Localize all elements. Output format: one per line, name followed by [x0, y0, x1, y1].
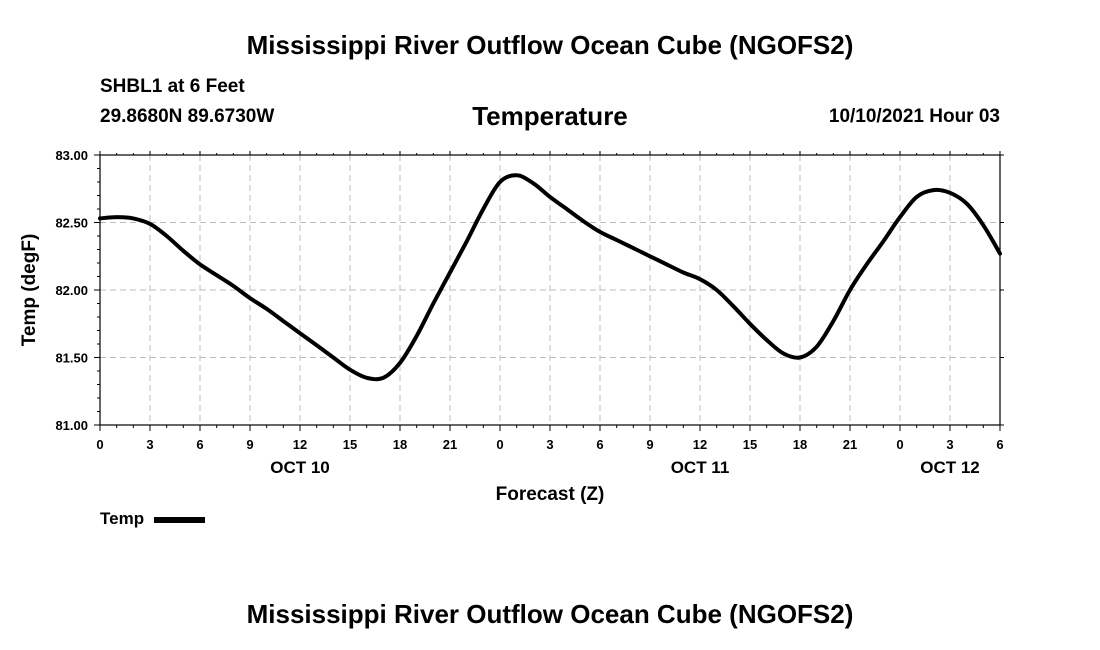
x-tick-label: 0 — [496, 437, 503, 452]
station-coordinates: 29.8680N 89.6730W — [100, 106, 275, 127]
x-tick-label: 6 — [196, 437, 203, 452]
x-tick-label: 18 — [793, 437, 807, 452]
x-tick-label: 3 — [946, 437, 953, 452]
x-tick-label: 0 — [96, 437, 103, 452]
forecast-datetime: 10/10/2021 Hour 03 — [828, 106, 1000, 127]
y-axis-title: Temp (degF) — [19, 234, 40, 347]
legend-line-swatch — [154, 517, 206, 523]
x-tick-label: 6 — [596, 437, 603, 452]
x-tick-label: 9 — [246, 437, 253, 452]
x-tick-label: 12 — [293, 437, 307, 452]
y-tick-label: 81.00 — [55, 418, 88, 433]
y-tick-label: 82.00 — [55, 283, 88, 298]
axis-ticks — [94, 151, 1004, 431]
x-tick-label: 18 — [393, 437, 407, 452]
x-axis-title: Forecast (Z) — [496, 484, 605, 505]
grid — [100, 155, 1000, 425]
series-layer — [98, 173, 1002, 382]
footer-title: Mississippi River Outflow Ocean Cube (NG… — [246, 599, 854, 629]
plot-frame — [99, 154, 1001, 426]
y-tick-label: 83.00 — [55, 148, 88, 163]
station-label: SHBL1 at 6 Feet — [100, 76, 245, 97]
date-label: OCT 12 — [920, 458, 980, 477]
x-tick-label: 0 — [896, 437, 903, 452]
x-tick-label: 15 — [743, 437, 757, 452]
y-tick-label: 82.50 — [55, 216, 88, 231]
legend: Temp — [100, 509, 206, 529]
variable-title: Temperature — [472, 101, 628, 131]
x-tick-label: 9 — [646, 437, 653, 452]
x-tick-label: 3 — [546, 437, 553, 452]
date-label: OCT 10 — [270, 458, 330, 477]
x-tick-label: 3 — [146, 437, 153, 452]
x-tick-label: 12 — [693, 437, 707, 452]
axis-labels: 0 3 6 9 12 15 18 21 0 3 6 9 12 15 18 21 0 3 6 81.00 81.50 82.… — [55, 148, 1003, 477]
date-label: OCT 11 — [671, 458, 730, 477]
y-tick-label: 81.50 — [55, 351, 88, 366]
chart-title: Mississippi River Outflow Ocean Cube (NG… — [246, 30, 854, 60]
legend-label: Temp — [100, 509, 145, 528]
series-line-temp — [98, 173, 1002, 382]
x-tick-label: 21 — [443, 437, 457, 452]
x-tick-label: 6 — [996, 437, 1003, 452]
x-tick-label: 15 — [343, 437, 357, 452]
x-tick-label: 21 — [843, 437, 857, 452]
